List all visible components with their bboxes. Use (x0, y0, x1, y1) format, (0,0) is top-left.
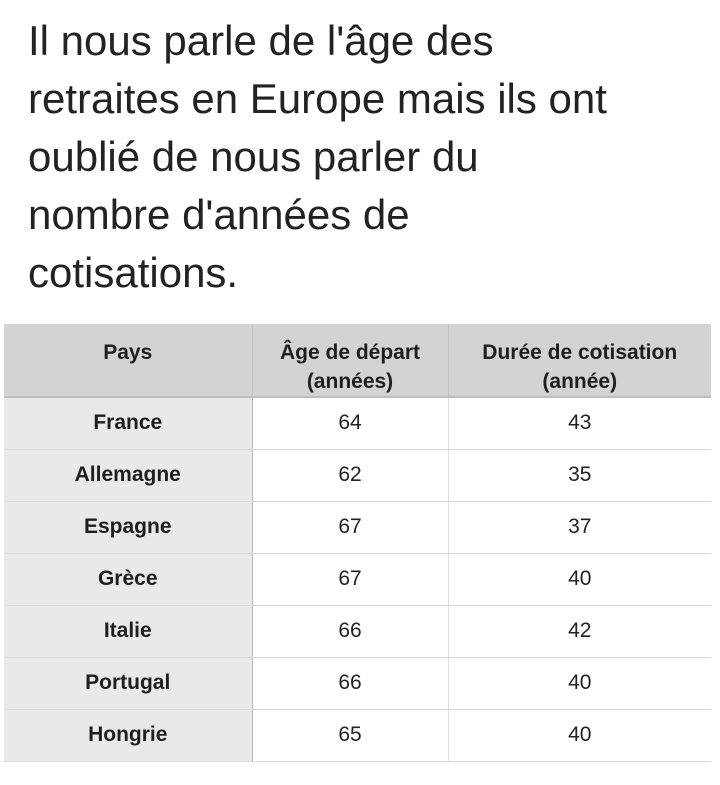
table-body: France 64 43 Allemagne 62 35 Espagne 67 … (4, 397, 711, 762)
country-cell: Allemagne (4, 449, 253, 502)
country-cell: France (4, 397, 253, 450)
retirement-age-cell: 65 (252, 709, 448, 762)
country-cell: Italie (4, 605, 253, 658)
retirement-age-cell: 66 (252, 605, 448, 658)
caption-line: Il nous parle de l'âge des (28, 17, 494, 64)
table-row: Hongrie 65 40 (4, 709, 711, 762)
contribution-duration-cell: 37 (447, 501, 711, 554)
country-cell: Espagne (4, 501, 253, 554)
header-age-line1: Âge de départ (279, 341, 421, 364)
header-duration-line2: (année) (542, 370, 618, 393)
caption-line: oublié de nous parler du (28, 133, 479, 180)
header-duration-line1: Durée de cotisation (482, 341, 678, 364)
header-retirement-age: Âge de départ (années) (251, 324, 448, 398)
header-age-line2: (années) (306, 370, 394, 393)
table-row: Allemagne 62 35 (4, 449, 711, 502)
retirement-age-cell: 67 (252, 501, 448, 554)
contribution-duration-cell: 40 (447, 553, 711, 606)
table-row: Grèce 67 40 (4, 553, 711, 606)
header-country: Pays (4, 324, 252, 398)
country-cell: Grèce (4, 553, 253, 606)
contribution-duration-cell: 40 (447, 709, 711, 762)
caption-line: nombre d'années de (28, 191, 410, 238)
retirement-age-cell: 66 (252, 657, 448, 710)
header-row: Pays Âge de départ (années) Durée de cot… (4, 324, 711, 398)
country-cell: Portugal (4, 657, 253, 710)
table-row: France 64 43 (4, 397, 711, 450)
retirement-age-cell: 67 (252, 553, 448, 606)
table-header: Pays Âge de départ (années) Durée de cot… (4, 324, 711, 398)
retirement-age-cell: 64 (252, 397, 448, 450)
table-row: Italie 66 42 (4, 605, 711, 658)
header-contribution-duration: Durée de cotisation (année) (447, 324, 711, 398)
contribution-duration-cell: 40 (447, 657, 711, 710)
post-caption: Il nous parle de l'âge des retraites en … (28, 12, 708, 302)
retirement-table: Pays Âge de départ (années) Durée de cot… (4, 324, 711, 762)
caption-line: retraites en Europe mais ils ont (28, 75, 607, 122)
header-country-label: Pays (103, 341, 153, 364)
contribution-duration-cell: 42 (447, 605, 711, 658)
retirement-age-cell: 62 (252, 449, 448, 502)
contribution-duration-cell: 35 (447, 449, 711, 502)
contribution-duration-cell: 43 (447, 397, 711, 450)
table-row: Espagne 67 37 (4, 501, 711, 554)
country-cell: Hongrie (4, 709, 253, 762)
table-row: Portugal 66 40 (4, 657, 711, 710)
caption-line: cotisations. (28, 249, 239, 296)
